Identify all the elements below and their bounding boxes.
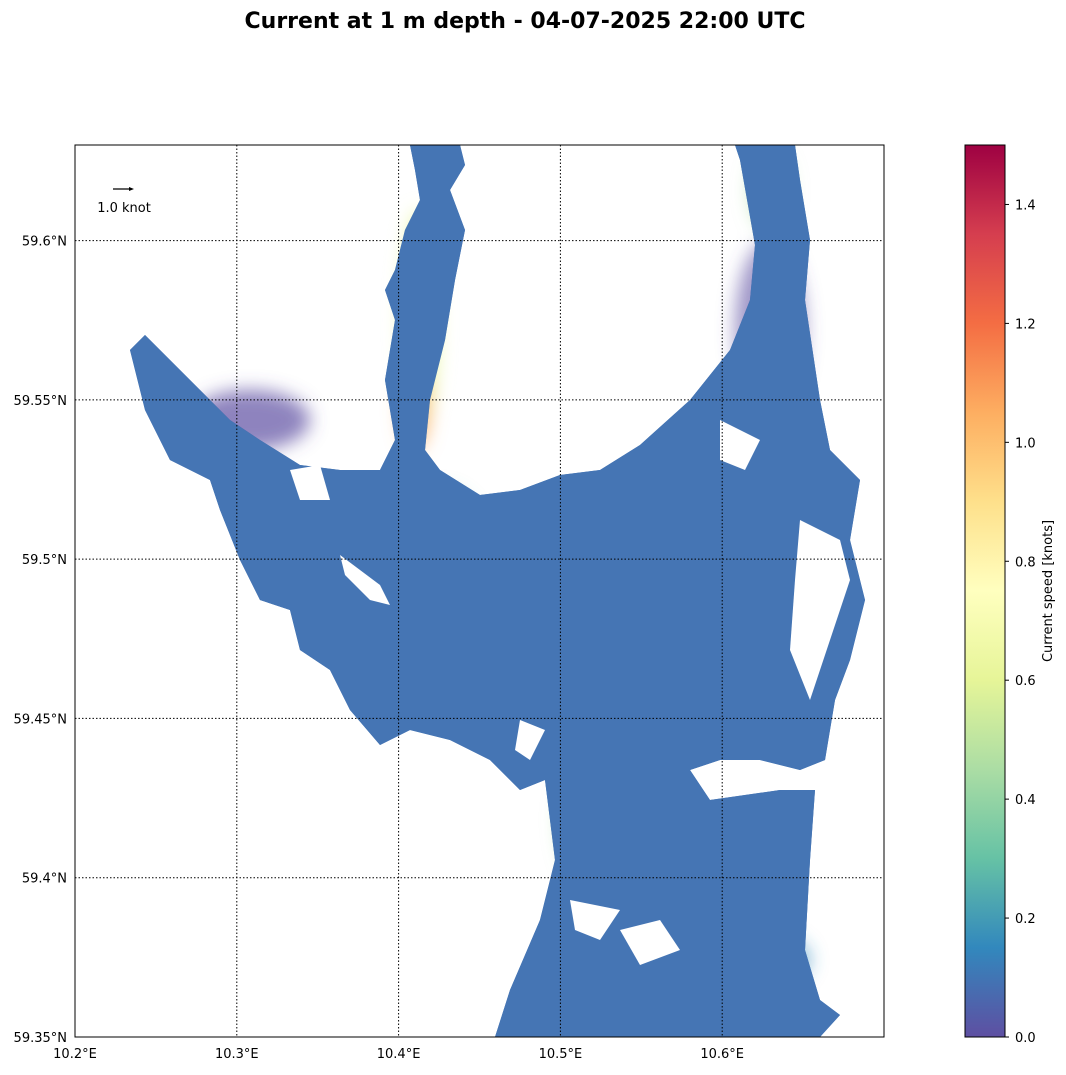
x-tick-label: 10.2°E bbox=[53, 1047, 97, 1062]
colorbar-tick-label: 1.0 bbox=[1015, 436, 1036, 451]
current-vectors bbox=[130, 145, 865, 1037]
x-tick-label: 10.3°E bbox=[215, 1047, 259, 1062]
axes-frame bbox=[74, 144, 885, 1038]
current-field bbox=[130, 145, 865, 1037]
x-tick-label: 10.4°E bbox=[377, 1047, 421, 1062]
colorbar-tick-label: 1.2 bbox=[1015, 317, 1036, 332]
y-tick-label: 59.45°N bbox=[14, 712, 67, 727]
y-tick-label: 59.35°N bbox=[14, 1031, 67, 1046]
colorbar-tick-label: 0.6 bbox=[1015, 674, 1036, 689]
x-tick-label: 10.6°E bbox=[700, 1047, 744, 1062]
quiver-key-label: 1.0 knot bbox=[97, 201, 151, 216]
title: Current at 1 m depth - 04-07-2025 22:00 … bbox=[245, 9, 806, 34]
islands bbox=[290, 420, 850, 965]
y-tick-label: 59.6°N bbox=[22, 235, 67, 250]
colorbar-tick-label: 1.4 bbox=[1015, 198, 1036, 213]
quiver-key-arrowhead bbox=[129, 187, 134, 191]
y-tick-label: 59.55°N bbox=[14, 394, 67, 409]
quiver-key: 1.0 knot bbox=[97, 187, 151, 216]
colorbar-label: Current speed [knots] bbox=[1041, 520, 1056, 662]
y-tick-label: 59.5°N bbox=[22, 553, 67, 568]
colorbar-tick-label: 0.8 bbox=[1015, 555, 1036, 570]
colorbar bbox=[964, 144, 1006, 1038]
colorbar-tick-label: 0.2 bbox=[1015, 912, 1036, 927]
colorbar-tick-label: 0.0 bbox=[1015, 1031, 1036, 1046]
colorbar-tick-label: 0.4 bbox=[1015, 793, 1036, 808]
y-tick-label: 59.4°N bbox=[22, 872, 67, 887]
x-tick-label: 10.5°E bbox=[539, 1047, 583, 1062]
